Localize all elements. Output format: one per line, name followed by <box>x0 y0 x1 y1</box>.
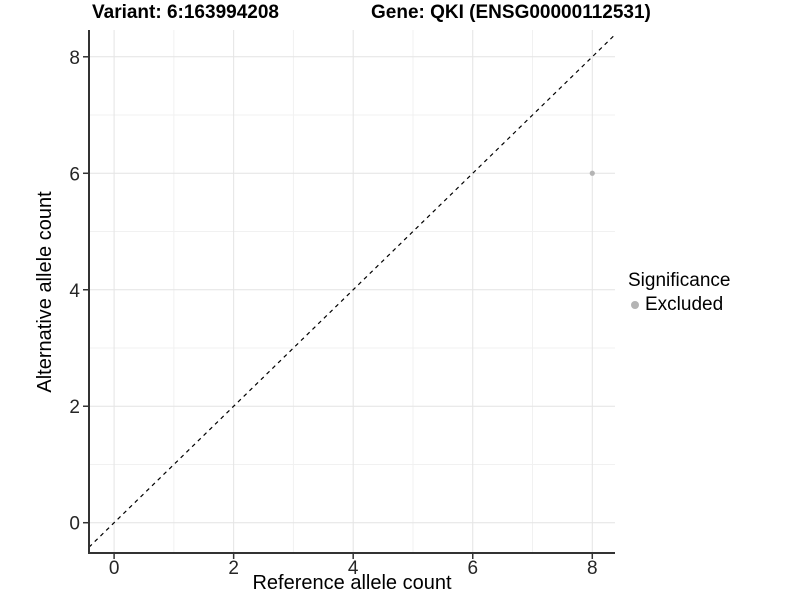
y-tick-label: 8 <box>69 48 80 69</box>
variant-title: Variant: 6:163994208 <box>92 2 279 23</box>
gene-title: Gene: QKI (ENSG00000112531) <box>371 2 651 23</box>
legend-item-label: Excluded <box>645 294 724 315</box>
y-axis-title: Alternative allele count <box>34 191 56 393</box>
x-axis-title: Reference allele count <box>252 572 451 594</box>
legend-item-excluded: Excluded <box>628 293 730 316</box>
x-tick-label: 8 <box>587 558 598 579</box>
x-tick-label: 6 <box>467 558 478 579</box>
x-tick-label: 2 <box>228 558 239 579</box>
legend-title: Significance <box>628 270 731 291</box>
x-tick-label: 4 <box>348 558 359 579</box>
y-tick-label: 4 <box>69 281 80 302</box>
legend: Significance Excluded <box>628 269 730 316</box>
data-point <box>589 170 595 176</box>
identity-dashed-line <box>88 34 616 548</box>
y-tick-label: 0 <box>69 514 80 535</box>
x-tick-label: 0 <box>109 558 120 579</box>
y-tick-label: 6 <box>69 164 80 185</box>
excluded-point-icon <box>631 300 639 309</box>
y-tick-label: 2 <box>69 397 80 418</box>
